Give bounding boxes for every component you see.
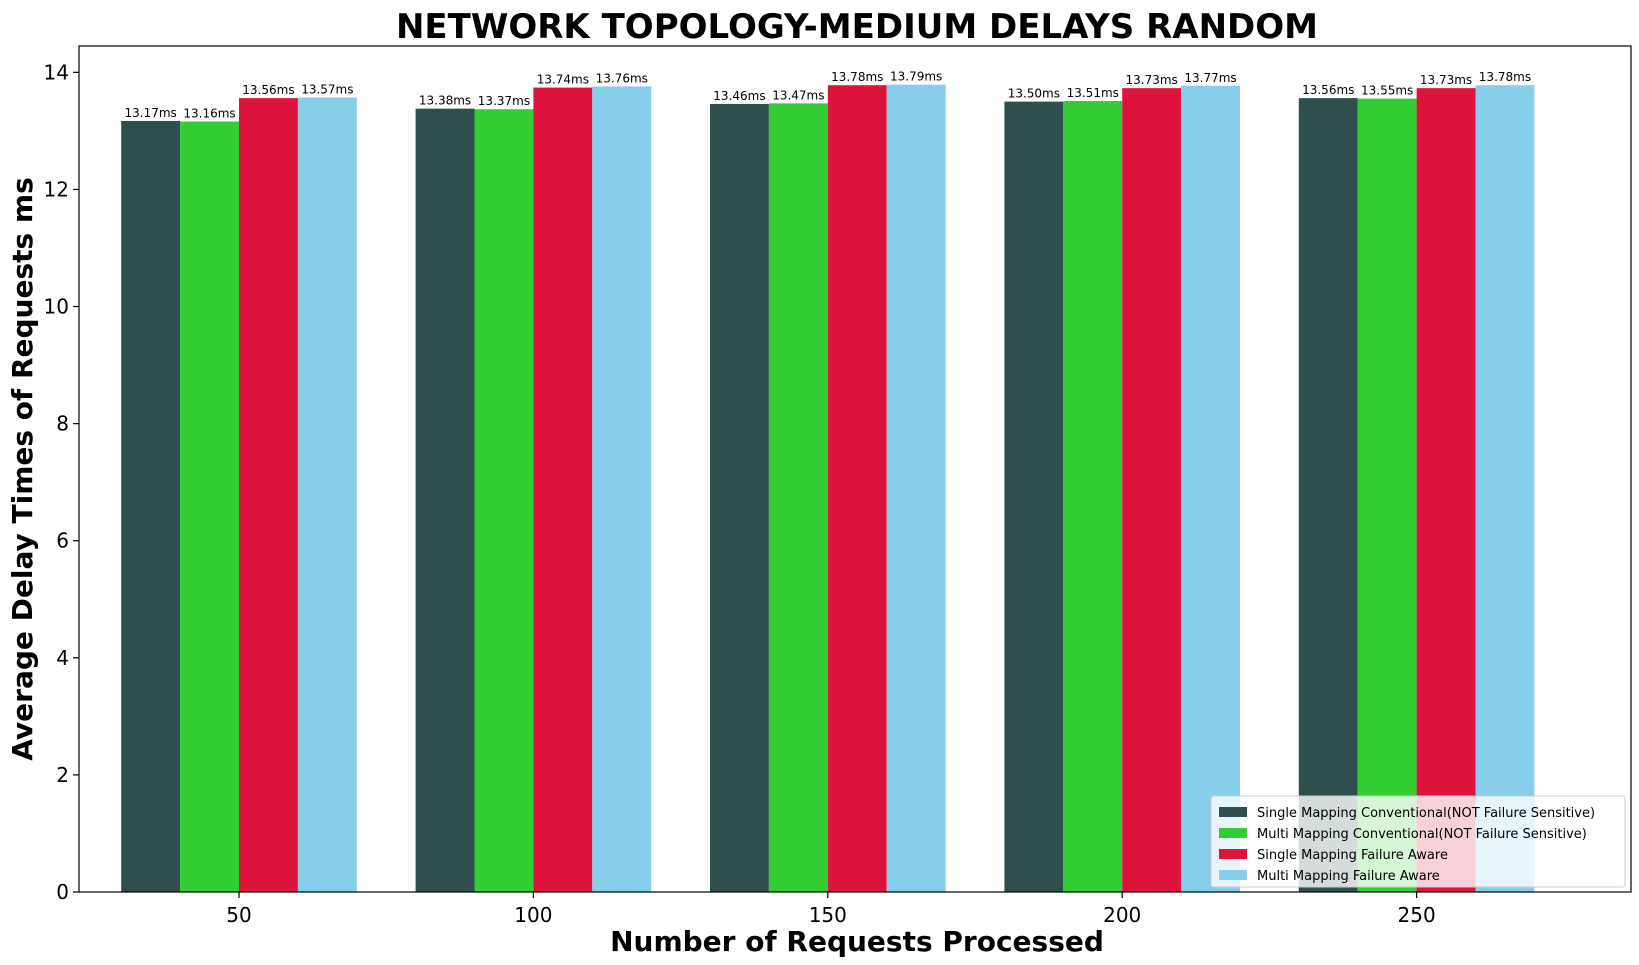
bar	[1357, 98, 1417, 892]
data-label: 13.50ms	[1008, 87, 1060, 101]
legend: Single Mapping Conventional(NOT Failure …	[1210, 795, 1626, 888]
x-tick-label: 200	[1103, 903, 1141, 927]
data-label: 13.76ms	[596, 71, 648, 85]
legend-entry: Single Mapping Failure Aware	[1257, 848, 1448, 863]
bar	[1475, 85, 1535, 893]
data-label: 13.56ms	[1302, 83, 1354, 97]
data-label: 13.73ms	[1126, 73, 1178, 87]
x-axis-ticks: 50 100 150 200 250	[226, 892, 1436, 927]
data-label: 13.73ms	[1420, 73, 1472, 87]
legend-swatch	[1219, 828, 1247, 838]
y-tick-label: 8	[56, 412, 69, 436]
data-label: 13.56ms	[242, 83, 294, 97]
bar	[592, 86, 652, 892]
bar	[1122, 88, 1182, 892]
legend-swatch	[1219, 807, 1247, 817]
legend-entry: Single Mapping Conventional(NOT Failure …	[1257, 806, 1595, 821]
bar	[710, 103, 769, 892]
data-label: 13.47ms	[772, 88, 824, 102]
legend-entry: Multi Mapping Conventional(NOT Failure S…	[1257, 827, 1587, 842]
y-tick-label: 14	[44, 60, 69, 84]
x-axis-label: Number of Requests Processed	[610, 925, 1104, 958]
bar	[1004, 101, 1064, 893]
data-label: 13.51ms	[1067, 86, 1119, 100]
bar	[886, 84, 946, 892]
data-label: 13.57ms	[301, 83, 353, 97]
bar	[533, 87, 593, 892]
bar	[415, 108, 475, 892]
data-label: 13.77ms	[1184, 71, 1236, 85]
legend-swatch	[1219, 870, 1247, 880]
bar	[121, 120, 181, 892]
data-label: 13.16ms	[183, 107, 235, 121]
plot-frame	[78, 45, 1632, 893]
legend-entry: Multi Mapping Failure Aware	[1257, 869, 1440, 884]
data-label: 13.38ms	[419, 94, 471, 108]
data-label: 13.78ms	[831, 70, 883, 84]
bar	[180, 121, 239, 892]
y-tick-label: 2	[56, 763, 69, 787]
bars-group	[121, 84, 1535, 893]
data-label: 13.79ms	[890, 70, 942, 84]
data-label: 13.78ms	[1479, 70, 1531, 84]
legend-box	[1210, 795, 1626, 888]
y-axis-ticks: 0 2 4 6 8 10 12 14	[44, 60, 79, 904]
bar	[768, 103, 828, 892]
y-tick-label: 0	[56, 880, 69, 904]
x-tick-label: 250	[1398, 903, 1436, 927]
data-labels-group: 13.17ms 13.38ms 13.46ms 13.50ms 13.56ms 13.16…	[125, 70, 1532, 121]
data-label: 13.37ms	[478, 94, 530, 108]
x-tick-label: 100	[514, 903, 552, 927]
y-axis-label: Average Delay Times of Requests ms	[6, 177, 39, 761]
legend-swatch	[1219, 849, 1247, 859]
bar	[1063, 101, 1123, 892]
y-tick-label: 4	[56, 646, 69, 670]
y-tick-label: 12	[44, 177, 69, 201]
bar	[297, 97, 357, 892]
x-tick-label: 50	[226, 903, 251, 927]
chart-title: NETWORK TOPOLOGY-MEDIUM DELAYS RANDOM	[396, 7, 1318, 47]
x-tick-label: 150	[809, 903, 847, 927]
bar	[239, 98, 298, 893]
bar	[474, 109, 534, 893]
y-tick-label: 10	[44, 295, 69, 319]
data-label: 13.74ms	[537, 73, 589, 87]
bar	[1298, 98, 1358, 893]
data-label: 13.55ms	[1361, 84, 1413, 98]
bar	[1181, 85, 1240, 892]
y-tick-label: 6	[56, 529, 69, 553]
bar	[827, 85, 887, 893]
bar	[1416, 88, 1476, 892]
data-label: 13.46ms	[713, 89, 765, 103]
data-label: 13.17ms	[125, 106, 177, 120]
